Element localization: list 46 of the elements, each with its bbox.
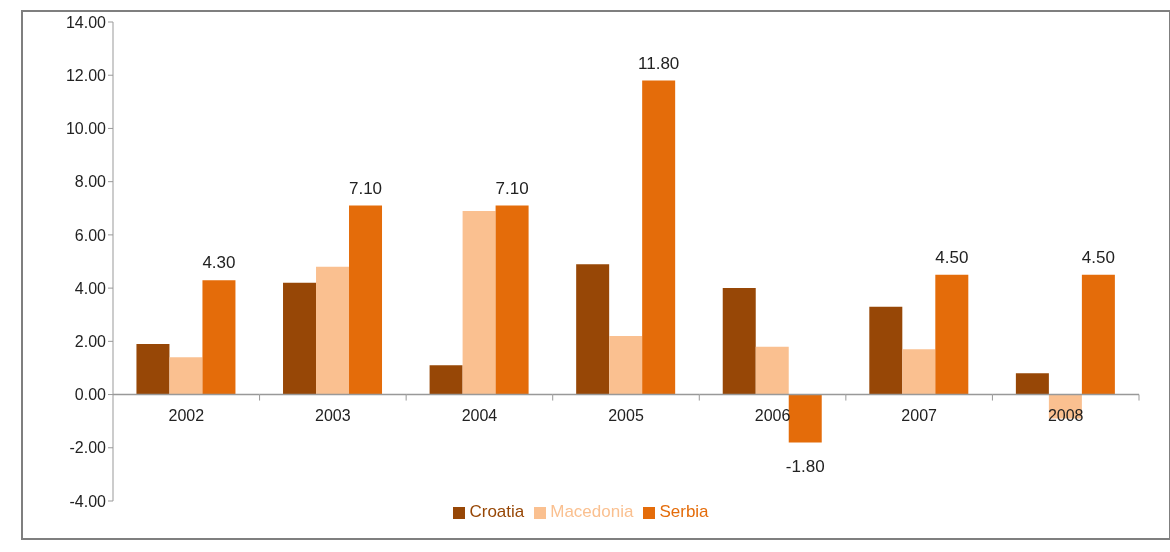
data-label: -1.80 (785, 457, 825, 477)
y-tick-label: 6.00 (74, 226, 107, 244)
data-label: 7.10 (495, 178, 529, 198)
bar (1081, 274, 1115, 395)
x-tick-label: 2005 (608, 406, 644, 424)
x-tick-label: 2008 (1047, 406, 1084, 424)
data-label: 4.50 (935, 247, 969, 267)
x-tick-label: 2004 (461, 406, 498, 424)
legend-label: Macedonia (550, 502, 634, 521)
bar (283, 282, 317, 395)
legend-label: Serbia (659, 502, 709, 521)
bar (755, 346, 789, 395)
bar (722, 288, 756, 395)
x-tick-label: 2003 (315, 406, 351, 424)
x-tick-label: 2007 (901, 406, 938, 424)
y-tick-label: 14.00 (65, 13, 107, 31)
bar (935, 274, 969, 395)
data-label: 11.80 (638, 53, 680, 73)
bar (642, 80, 676, 395)
y-tick-label: 4.00 (74, 279, 107, 297)
data-label: 4.50 (1081, 247, 1115, 267)
bar (869, 306, 903, 395)
bar (169, 357, 203, 395)
bar (202, 280, 236, 395)
bar (136, 343, 170, 395)
legend-label: Croatia (469, 502, 525, 521)
bar (576, 264, 610, 395)
bar (349, 205, 383, 395)
bar (495, 205, 529, 395)
y-tick-label: 8.00 (74, 173, 107, 191)
bar (462, 210, 496, 395)
y-tick-label: -4.00 (69, 492, 107, 510)
bar (902, 349, 936, 395)
data-label: 7.10 (348, 178, 383, 198)
bar (788, 394, 822, 443)
y-tick-label: 10.00 (65, 120, 107, 138)
bar (609, 336, 643, 395)
data-label: 4.30 (202, 253, 236, 273)
bar (1015, 373, 1049, 395)
x-tick-label: 2002 (168, 406, 205, 424)
y-tick-label: 12.00 (65, 66, 107, 84)
bar (316, 266, 350, 395)
y-tick-label: 2.00 (74, 333, 107, 351)
bar (429, 365, 463, 395)
y-tick-label: 0.00 (74, 386, 107, 404)
y-tick-label: -2.00 (69, 439, 107, 457)
